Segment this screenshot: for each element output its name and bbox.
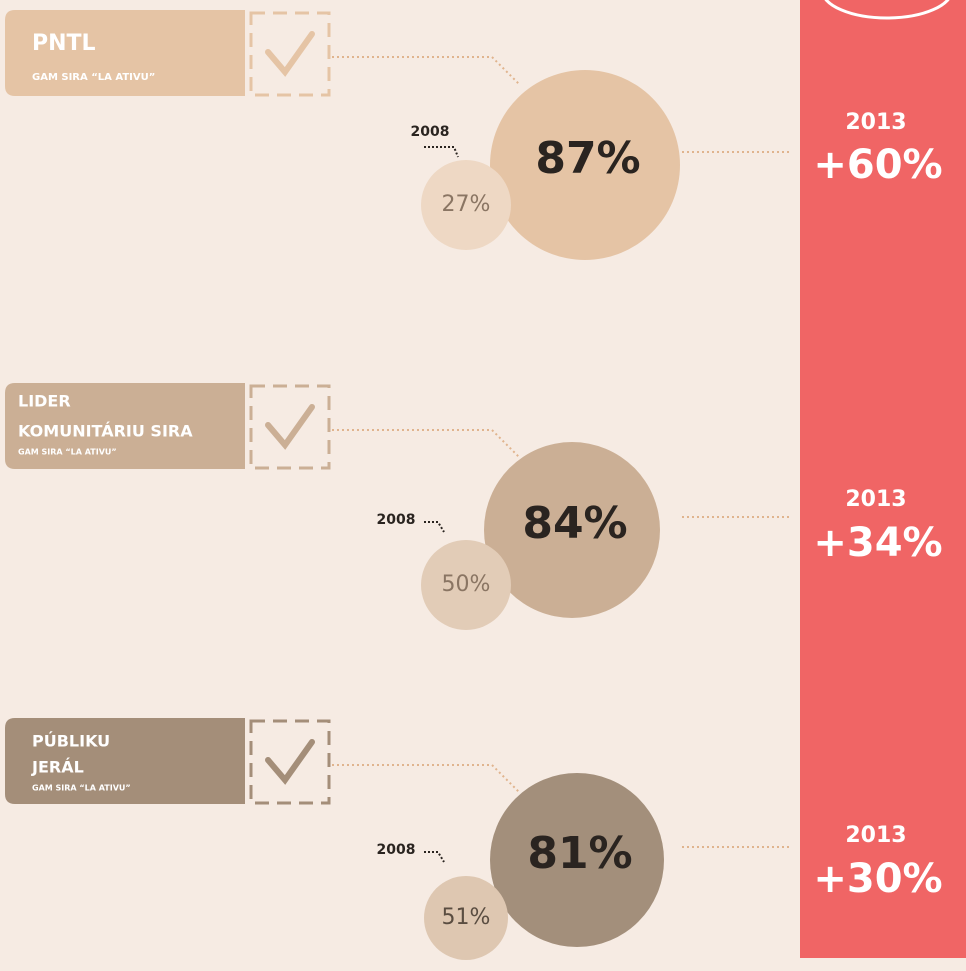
check-box [249, 384, 331, 470]
before-circle [421, 540, 511, 630]
after-circle [490, 773, 664, 947]
section-subtitle: GAM SIRA “LA ATIVU” [32, 72, 155, 83]
before-circle [421, 160, 511, 250]
before-year: 2008 [377, 512, 416, 528]
highlight-band [800, 0, 966, 958]
after-circle [484, 442, 660, 618]
section-title: JERÁL [31, 758, 84, 777]
top-circle [824, 0, 950, 20]
year-pointer [424, 851, 445, 863]
section-subtitle: GAM SIRA “LA ATIVU” [32, 784, 131, 793]
before-value: 51% [442, 905, 491, 930]
change-year: 2013 [845, 110, 906, 135]
section-title: KOMUNITÁRIU SIRA [18, 422, 193, 441]
section-title: LIDER [18, 392, 71, 411]
check-box [249, 719, 331, 805]
year-pointer [424, 146, 459, 158]
after-value: 87% [535, 133, 640, 184]
section-title: PNTL [32, 31, 96, 56]
after-circle [490, 70, 680, 260]
change-year: 2013 [845, 823, 906, 848]
change-value: +34% [813, 520, 942, 566]
section-title: PÚBLIKU [32, 732, 110, 751]
section-subtitle: GAM SIRA “LA ATIVU” [18, 448, 117, 457]
before-year: 2008 [411, 124, 450, 140]
year-pointer [424, 521, 445, 533]
before-value: 27% [442, 192, 491, 217]
before-year: 2008 [377, 842, 416, 858]
before-circle [424, 876, 508, 960]
connector [332, 56, 521, 86]
check-box [249, 11, 331, 97]
change-value: +60% [813, 142, 942, 188]
check-mark [265, 404, 315, 450]
label-box [5, 383, 245, 469]
after-value: 81% [527, 828, 632, 879]
check-mark [265, 31, 315, 77]
before-value: 50% [442, 572, 491, 597]
after-value: 84% [522, 498, 627, 549]
change-value: +30% [813, 856, 942, 902]
change-year: 2013 [845, 487, 906, 512]
connector [332, 764, 521, 794]
check-mark [265, 739, 315, 785]
label-box [5, 718, 245, 804]
connector [332, 429, 521, 459]
label-box [5, 10, 245, 96]
